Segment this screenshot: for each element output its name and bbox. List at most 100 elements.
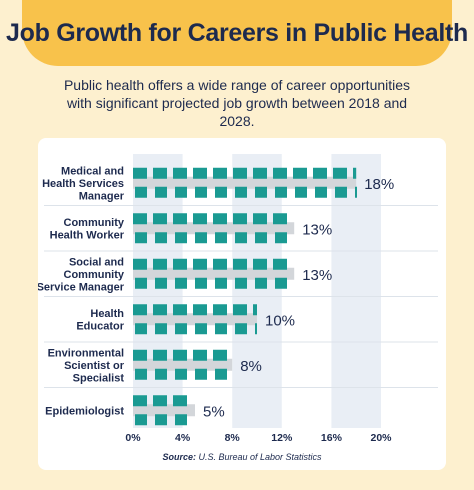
bar-segment <box>215 277 227 289</box>
bar-segment <box>273 258 287 270</box>
bar <box>133 304 257 335</box>
bar-segment <box>275 232 287 244</box>
bar-segment <box>155 186 167 198</box>
bar-segment <box>253 258 267 270</box>
bar-segment <box>173 213 187 225</box>
bar-segment <box>133 213 147 225</box>
bar-segment <box>193 213 207 225</box>
bar-segment <box>213 167 227 179</box>
bar-segment <box>175 277 187 289</box>
grid-band <box>232 154 282 428</box>
bar-segment <box>215 323 227 335</box>
bar-segment <box>355 186 357 198</box>
bar-segment <box>135 232 147 244</box>
bar-base <box>133 267 295 280</box>
bar-segment <box>253 304 257 316</box>
bar-segment <box>255 323 257 335</box>
bar-segment <box>293 167 307 179</box>
bar-segment <box>195 368 207 380</box>
bar-segment <box>195 232 207 244</box>
bar-segment <box>133 304 147 316</box>
bar-segment <box>135 186 147 198</box>
bar-segment <box>175 323 187 335</box>
bar-segment <box>233 167 247 179</box>
bar <box>133 167 357 198</box>
bar-chart: 18% Medical and Health Services Manager 13% C… <box>37 154 438 462</box>
value-label: 10% <box>265 312 295 329</box>
bar-segment <box>153 167 167 179</box>
value-label: 8% <box>240 358 262 375</box>
bar-segment <box>233 304 247 316</box>
bar-segment <box>315 186 327 198</box>
bar-segment <box>253 213 267 225</box>
x-tick-label: 4% <box>175 432 191 444</box>
bar-segment <box>155 368 167 380</box>
category-label: Health Educator <box>76 308 124 333</box>
bar-segment <box>155 414 167 426</box>
value-label: 5% <box>203 403 225 420</box>
bar-segment <box>155 277 167 289</box>
bar <box>133 213 295 244</box>
bar-segment <box>193 167 207 179</box>
bar-segment <box>213 304 227 316</box>
bar-segment <box>213 258 227 270</box>
bar-segment <box>133 258 147 270</box>
bar-segment <box>235 277 247 289</box>
bar-segment <box>195 277 207 289</box>
bar-base <box>133 222 295 235</box>
bar-segment <box>135 414 147 426</box>
x-tick-label: 0% <box>125 432 141 444</box>
bar-base <box>133 404 195 417</box>
bar-segment <box>153 213 167 225</box>
x-tick-label: 16% <box>321 432 343 444</box>
chart-subtitle: Public health offers a wide range of car… <box>63 77 411 129</box>
bar-segment <box>193 349 207 361</box>
x-tick-label: 8% <box>225 432 241 444</box>
bar-segment <box>195 323 207 335</box>
bar-segment <box>135 277 147 289</box>
bar-segment <box>273 167 287 179</box>
source-note: Source: U.S. Bureau of Labor Statistics <box>162 452 322 462</box>
bar-segment <box>275 277 287 289</box>
bar-segment <box>135 368 147 380</box>
bar-segment <box>173 349 187 361</box>
bar-base <box>133 313 257 326</box>
bar <box>133 258 295 289</box>
bar-segment <box>233 213 247 225</box>
category-label: Social and Community Service Manager <box>38 256 125 293</box>
bar-segment <box>155 323 167 335</box>
bar-segment <box>195 186 207 198</box>
chart-title: Job Growth for Careers in Public Health <box>6 18 468 47</box>
category-label: Community Health Worker <box>50 217 125 242</box>
bar <box>133 395 195 426</box>
bar-base <box>133 358 233 371</box>
bar-segment <box>235 323 247 335</box>
bar-segment <box>193 258 207 270</box>
bar-segment <box>333 167 347 179</box>
bar-segment <box>255 232 267 244</box>
grid-band <box>331 154 381 428</box>
bar-segment <box>155 232 167 244</box>
bar-segment <box>175 368 187 380</box>
value-label: 13% <box>302 221 332 238</box>
grid-band <box>133 154 183 428</box>
x-tick-label: 20% <box>370 432 392 444</box>
bar-segment <box>173 258 187 270</box>
bar-segment <box>255 277 267 289</box>
bar-segment <box>133 395 147 407</box>
bar-segment <box>273 213 287 225</box>
bar-segment <box>233 258 247 270</box>
bar-segment <box>215 186 227 198</box>
bar-segment <box>335 186 347 198</box>
bar-segment <box>255 186 267 198</box>
bar-segment <box>153 258 167 270</box>
bar-segment <box>133 167 147 179</box>
bar-segment <box>235 186 247 198</box>
bar-segment <box>175 232 187 244</box>
bar-segment <box>295 186 307 198</box>
bar-base <box>133 176 357 189</box>
bar-segment <box>153 349 167 361</box>
value-label: 13% <box>302 267 332 284</box>
header-band: Job Growth for Careers in Public Health <box>6 0 468 66</box>
bar-segment <box>313 167 327 179</box>
